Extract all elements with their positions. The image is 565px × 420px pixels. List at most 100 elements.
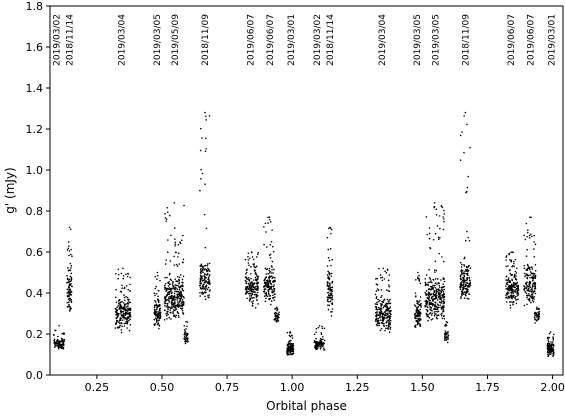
data-point <box>467 298 470 300</box>
data-point <box>551 342 553 345</box>
data-point <box>251 282 254 285</box>
data-point <box>273 287 275 290</box>
data-point <box>425 290 428 292</box>
data-point <box>513 284 515 287</box>
data-point <box>122 316 124 319</box>
data-point <box>469 279 471 282</box>
data-point <box>255 296 258 299</box>
data-point <box>244 279 247 282</box>
data-point <box>528 294 530 297</box>
data-point <box>157 319 160 322</box>
data-point <box>172 295 174 298</box>
data-point <box>268 297 270 300</box>
data-point <box>536 319 538 321</box>
data-point <box>123 317 125 319</box>
data-point <box>178 279 181 282</box>
data-point <box>183 328 186 331</box>
data-point <box>123 305 126 307</box>
data-point <box>267 222 269 224</box>
data-point <box>414 324 417 327</box>
data-point <box>244 258 247 261</box>
data-point <box>204 268 206 270</box>
data-point <box>514 258 517 261</box>
data-point <box>528 283 530 286</box>
data-point <box>273 312 276 315</box>
data-point <box>380 296 382 299</box>
data-point <box>523 287 526 290</box>
data-point <box>432 293 435 296</box>
data-point <box>390 313 392 316</box>
data-point <box>512 303 514 306</box>
data-point <box>523 264 526 267</box>
data-point <box>186 325 188 328</box>
data-point <box>115 322 117 325</box>
data-point <box>416 306 419 309</box>
data-point <box>433 269 436 271</box>
data-point <box>205 119 207 121</box>
data-point <box>427 288 430 291</box>
data-point <box>164 309 166 312</box>
data-point <box>379 274 382 276</box>
data-point <box>251 304 254 307</box>
data-point <box>460 273 463 276</box>
data-point <box>69 228 72 231</box>
data-point <box>183 337 185 340</box>
data-point <box>199 286 202 289</box>
data-point <box>128 312 131 314</box>
data-point <box>263 279 266 281</box>
data-point <box>123 296 126 299</box>
data-point <box>463 151 465 154</box>
data-point <box>53 339 55 342</box>
data-point <box>269 303 272 306</box>
date-annotation: 2018/11/14 <box>66 14 76 66</box>
data-point <box>265 291 268 294</box>
data-point <box>69 307 71 310</box>
data-point <box>70 267 72 269</box>
data-point <box>328 277 331 280</box>
data-point <box>433 311 436 313</box>
data-point <box>550 344 552 347</box>
data-point <box>382 267 385 270</box>
data-point <box>328 282 331 285</box>
data-point <box>201 137 203 139</box>
data-point <box>439 304 442 307</box>
data-point <box>126 327 128 329</box>
data-point <box>204 273 206 276</box>
data-point <box>115 272 117 275</box>
data-point <box>525 292 528 295</box>
data-point <box>431 318 434 320</box>
data-point <box>70 285 73 288</box>
data-point <box>254 287 256 290</box>
data-point <box>414 295 417 298</box>
data-point <box>443 314 445 317</box>
data-point <box>271 289 274 291</box>
data-point <box>526 229 529 231</box>
data-point <box>465 279 468 281</box>
data-point <box>292 352 294 355</box>
data-point <box>319 338 322 340</box>
data-point <box>508 279 510 282</box>
data-point <box>272 272 274 274</box>
data-point <box>156 317 159 319</box>
data-point <box>460 282 462 284</box>
data-point <box>440 205 443 207</box>
data-point <box>466 268 469 271</box>
data-point <box>331 280 334 283</box>
data-point <box>253 290 255 292</box>
data-point <box>514 297 516 299</box>
data-point <box>184 342 187 345</box>
data-point <box>316 347 319 350</box>
data-point <box>153 306 156 309</box>
data-point <box>526 285 529 288</box>
data-point <box>156 323 159 326</box>
data-point <box>178 293 180 295</box>
data-point <box>53 338 56 341</box>
data-point <box>255 282 258 285</box>
data-point <box>127 303 130 305</box>
data-point <box>546 337 549 339</box>
data-point <box>389 306 392 308</box>
data-point <box>533 290 536 292</box>
data-point <box>254 307 257 309</box>
data-point <box>164 296 167 299</box>
data-point <box>252 300 255 302</box>
